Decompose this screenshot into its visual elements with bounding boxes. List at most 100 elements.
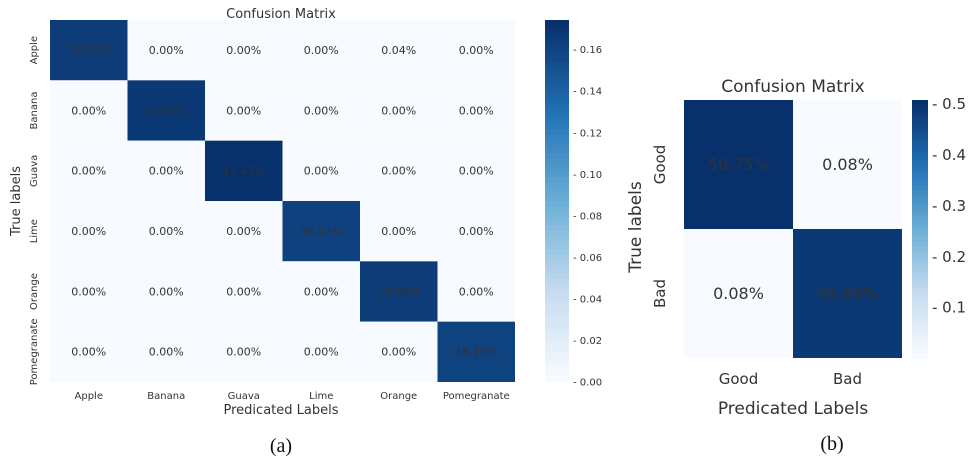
colorbar-segment <box>912 250 928 256</box>
x-tick-label: Good <box>719 370 759 388</box>
cell-value-label: 0.00% <box>226 44 261 57</box>
cell-value-label: 0.00% <box>381 104 416 117</box>
heatmap-cell <box>205 140 283 201</box>
cell-value-label: 0.00% <box>459 225 494 238</box>
colorbar-segment <box>545 74 569 81</box>
cell-value-label: 50.75% <box>708 155 769 174</box>
colorbar-segment <box>912 112 928 118</box>
heatmap-cell <box>684 229 793 358</box>
colorbar-segment <box>912 310 928 316</box>
colorbar-segment <box>912 340 928 346</box>
cell-value-label: 0.08% <box>713 284 764 303</box>
chart-b-ylabel: True labels <box>626 181 646 274</box>
colorbar-segment <box>912 293 928 299</box>
colorbar-tick-label: - 0.12 <box>573 128 602 139</box>
colorbar-segment <box>912 327 928 333</box>
heatmap-cell <box>127 80 205 141</box>
colorbar-segment <box>912 207 928 213</box>
colorbar-segment <box>545 273 569 281</box>
colorbar-segment <box>545 134 569 142</box>
heatmap-cell <box>437 261 515 322</box>
heatmap-cell <box>282 261 360 322</box>
colorbar-segment <box>545 315 569 323</box>
colorbar-tick-label: - 0.04 <box>573 294 602 305</box>
colorbar-segment <box>545 182 569 190</box>
heatmap-cell <box>282 140 360 201</box>
colorbar-segment <box>545 104 569 112</box>
heatmap-cell <box>437 140 515 201</box>
cell-value-label: 0.00% <box>381 225 416 238</box>
cell-value-label: 0.00% <box>149 225 184 238</box>
colorbar-segment <box>912 181 928 187</box>
cell-value-label: 0.00% <box>459 165 494 178</box>
heatmap-cell <box>50 201 128 262</box>
cell-value-label: 0.00% <box>71 104 106 117</box>
heatmap-cell <box>282 201 360 262</box>
heatmap-cell <box>437 80 515 141</box>
heatmap-cell <box>437 20 515 81</box>
chart-a-xlabel: Predicated Labels <box>224 403 339 418</box>
cell-value-label: 0.00% <box>304 346 339 359</box>
x-tick-label: Lime <box>309 391 333 402</box>
colorbar-segment <box>912 237 928 243</box>
heatmap-cell <box>282 321 360 382</box>
colorbar-segment <box>912 211 928 217</box>
colorbar-segment <box>912 100 928 105</box>
colorbar-segment <box>912 254 928 260</box>
chart-a-title: Confusion Matrix <box>226 7 336 22</box>
cell-value-label: 0.00% <box>226 225 261 238</box>
cell-value-label: 0.00% <box>459 44 494 57</box>
heatmap-cell <box>50 20 128 81</box>
colorbar-segment <box>912 198 928 204</box>
colorbar-segment <box>912 151 928 157</box>
colorbar-segment <box>912 332 928 338</box>
cell-value-label: 0.00% <box>71 225 106 238</box>
colorbar-segment <box>912 241 928 247</box>
colorbar-segment <box>912 186 928 191</box>
colorbar-segment <box>545 249 569 256</box>
colorbar-segment <box>912 349 928 355</box>
heatmap-cell <box>793 100 902 229</box>
chart-b-xlabel: Predicated Labels <box>718 399 868 419</box>
colorbar-segment <box>912 168 928 174</box>
colorbar-segment <box>912 267 928 273</box>
colorbar-segment <box>912 259 928 264</box>
colorbar-segment <box>912 138 928 144</box>
heatmap-cell <box>684 100 793 229</box>
colorbar-tick-label: - 0.3 <box>932 197 966 215</box>
y-tick-label: Banana <box>29 92 40 130</box>
colorbar-segment <box>545 38 569 45</box>
y-tick-label: Bad <box>651 279 669 308</box>
colorbar-segment <box>912 104 928 110</box>
colorbar-segment <box>545 243 569 250</box>
colorbar-segment <box>912 134 928 140</box>
cell-value-label: 49.09% <box>817 284 878 303</box>
colorbar-segment <box>912 203 928 209</box>
colorbar-tick-label: - 0.5 <box>932 95 966 113</box>
cell-value-label: 0.00% <box>381 165 416 178</box>
colorbar-segment <box>912 302 928 307</box>
confusion-matrix-a: Confusion Matrix 16.60% 0.00% 0.00% 0.00% 0.… <box>9 7 602 457</box>
colorbar-segment <box>545 110 569 118</box>
heatmap-cell <box>282 20 360 81</box>
x-tick-label: Orange <box>380 391 417 402</box>
heatmap-cell <box>127 261 205 322</box>
colorbar-tick-label: - 0.08 <box>573 211 602 222</box>
colorbar-segment <box>545 188 569 196</box>
heatmap-cell <box>127 20 205 81</box>
cell-value-label: 0.00% <box>304 44 339 57</box>
y-tick-label: Pomegranate <box>29 318 40 385</box>
cell-value-label: 0.00% <box>304 285 339 298</box>
y-tick-label: Orange <box>29 273 40 310</box>
cell-value-label: 0.00% <box>226 346 261 359</box>
y-tick-label: Apple <box>29 36 40 64</box>
colorbar-tick-label: - 0.00 <box>573 378 602 389</box>
colorbar-segment <box>545 327 569 335</box>
cell-value-label: 0.00% <box>304 104 339 117</box>
heatmap-cell <box>205 20 283 81</box>
x-tick-label: Apple <box>75 391 103 402</box>
colorbar-segment <box>912 246 928 252</box>
heatmap-cell <box>50 80 128 141</box>
colorbar-segment <box>545 255 569 262</box>
colorbar-segment <box>912 108 928 114</box>
